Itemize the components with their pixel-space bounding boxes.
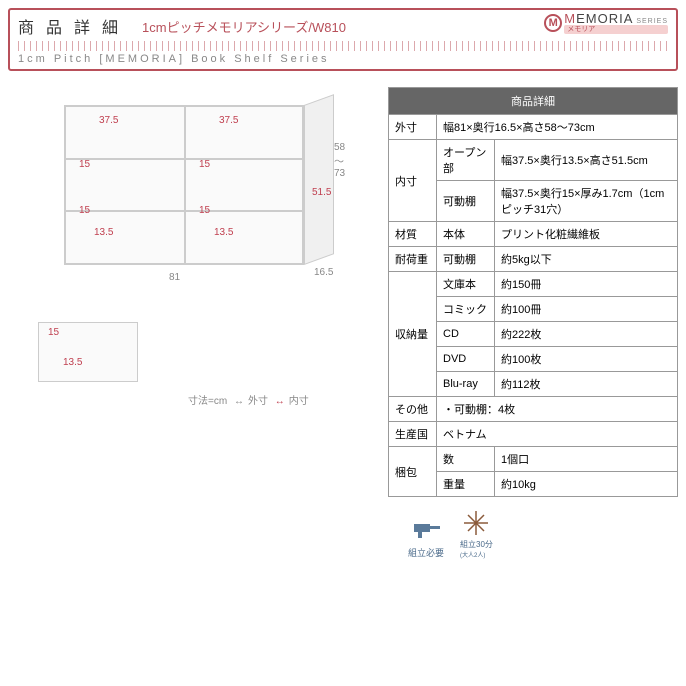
- assembly-label: 組立必要: [408, 546, 444, 559]
- spec-sublabel: オープン部: [437, 140, 495, 181]
- logo-main-text: MEMORIA SERIES: [564, 12, 668, 25]
- drill-icon: [410, 512, 442, 544]
- spec-value: 幅81×奥行16.5×高さ58～73cm: [437, 115, 678, 140]
- spec-label: 外寸: [389, 115, 437, 140]
- spec-label: 生産国: [389, 422, 437, 447]
- assembly-required: 組立必要: [408, 512, 444, 559]
- logo-m-icon: M: [544, 14, 562, 32]
- time-label: 組立30分(大人2人): [460, 539, 493, 559]
- dim-bld: 13.5: [94, 227, 113, 238]
- header-title-jp: 商品詳細: [18, 14, 130, 38]
- dim-blh: 15: [79, 205, 90, 216]
- spec-value: 約100枚: [495, 347, 678, 372]
- header-tagline: 1cm Pitch [MEMORIA] Book Shelf Series: [18, 53, 668, 65]
- detail-h: 15: [48, 327, 59, 338]
- assembly-time: 組立30分(大人2人): [460, 509, 493, 559]
- dim-w-tr: 37.5: [219, 115, 238, 126]
- spec-label: 材質: [389, 222, 437, 247]
- diagram-column: 37.5 37.5 15 15 15 13.5 15 13.5 81 16.5 …: [8, 87, 380, 571]
- spec-value: ・可動棚：4枚: [437, 397, 678, 422]
- diagram-caption: 寸法=cm ↔外寸 ↔内寸: [188, 392, 309, 407]
- spec-label: その他: [389, 397, 437, 422]
- dim-brh: 15: [199, 205, 210, 216]
- spec-value: 約150冊: [495, 272, 678, 297]
- spec-value: 1個口: [495, 447, 678, 472]
- spec-label: 耐荷重: [389, 247, 437, 272]
- spec-sublabel: DVD: [437, 347, 495, 372]
- spec-value: 幅37.5×奥行13.5×高さ51.5cm: [495, 140, 678, 181]
- spec-label: 内寸: [389, 140, 437, 222]
- detail-d: 13.5: [63, 357, 82, 368]
- logo-sub-text: メモリア: [564, 25, 668, 34]
- spec-sublabel: Blu-ray: [437, 372, 495, 397]
- dim-ih: 51.5: [312, 187, 331, 198]
- main-diagram: 37.5 37.5 15 15 15 13.5 15 13.5 81 16.5 …: [34, 97, 354, 297]
- spec-table: 商品詳細 外寸幅81×奥行16.5×高さ58～73cm 内寸オープン部幅37.5…: [388, 87, 678, 497]
- spec-sublabel: 可動棚: [437, 247, 495, 272]
- spec-value: 約10kg: [495, 472, 678, 497]
- spec-sublabel: CD: [437, 322, 495, 347]
- spec-value: 約5kg以下: [495, 247, 678, 272]
- spec-header: 商品詳細: [389, 88, 678, 115]
- spec-sublabel: 数: [437, 447, 495, 472]
- spec-sublabel: 可動棚: [437, 181, 495, 222]
- spec-value: 約100冊: [495, 297, 678, 322]
- spec-value: プリント化粧繊維板: [495, 222, 678, 247]
- spec-value: 幅37.5×奥行15×厚み1.7cm（1cmピッチ31穴）: [495, 181, 678, 222]
- spec-value: 約112枚: [495, 372, 678, 397]
- dim-hr: 58～73: [334, 142, 354, 179]
- dim-mr: 15: [199, 159, 210, 170]
- footer-icons: 組立必要 組立30分(大人2人): [388, 497, 678, 571]
- spec-label: 梱包: [389, 447, 437, 497]
- spec-sublabel: 文庫本: [437, 272, 495, 297]
- header-subtitle: 1cmピッチメモリアシリーズ/W810: [142, 17, 346, 36]
- dim-w-tl: 37.5: [99, 115, 118, 126]
- dim-total-w: 81: [169, 272, 180, 283]
- spec-sublabel: 重量: [437, 472, 495, 497]
- ruler-graphic: [18, 41, 668, 51]
- dim-brd: 13.5: [214, 227, 233, 238]
- spec-value: 約222枚: [495, 322, 678, 347]
- spec-value: ベトナム: [437, 422, 678, 447]
- spec-sublabel: 本体: [437, 222, 495, 247]
- spec-sublabel: コミック: [437, 297, 495, 322]
- dim-total-d: 16.5: [314, 267, 333, 278]
- header-banner: 商品詳細 1cmピッチメモリアシリーズ/W810 M MEMORIA SERIE…: [8, 8, 678, 71]
- detail-diagram: 15 13.5: [28, 317, 168, 397]
- dim-ml: 15: [79, 159, 90, 170]
- burst-icon: [462, 509, 490, 537]
- memoria-logo: M MEMORIA SERIES メモリア: [544, 12, 668, 34]
- spec-label: 収納量: [389, 272, 437, 397]
